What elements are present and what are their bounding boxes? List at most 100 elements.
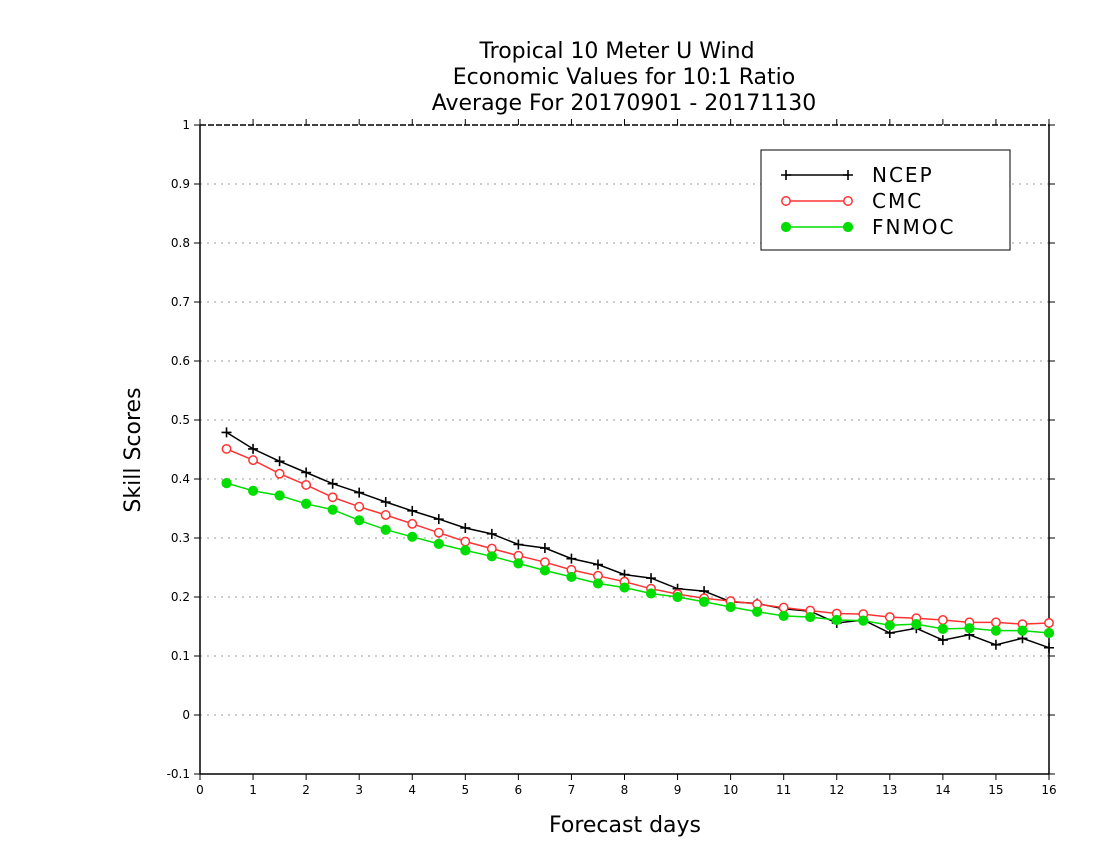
- data-point-ncep: [407, 505, 418, 516]
- x-tick-label: 15: [988, 783, 1003, 797]
- series-line-cmc: [226, 448, 1050, 625]
- x-tick-label: 12: [829, 783, 844, 797]
- data-point-fnmoc: [619, 582, 630, 593]
- legend-marker: [842, 221, 854, 233]
- x-tick-label: 10: [723, 783, 738, 797]
- data-point-ncep: [460, 522, 471, 533]
- y-tick-label: 0.3: [171, 531, 190, 545]
- y-tick-label: 0.2: [171, 590, 190, 604]
- data-point-fnmoc: [513, 558, 524, 569]
- legend-marker: [781, 170, 791, 180]
- data-point-ncep: [1044, 642, 1054, 653]
- data-point-cmc: [274, 468, 285, 479]
- data-point-fnmoc: [539, 565, 551, 576]
- data-point-cmc: [460, 536, 471, 547]
- chart-title-line-1: Tropical 10 Meter U Wind: [478, 39, 754, 64]
- data-point-fnmoc: [937, 623, 948, 634]
- x-tick-label: 1: [249, 783, 257, 797]
- y-tick-label: -0.1: [167, 767, 190, 781]
- y-axis-ticks: -0.1 0 0.1 0.2 0.3 0.4 0.5 0.6 0.7 0.8 0.9 1: [167, 118, 1055, 781]
- y-tick-label: 0.1: [171, 649, 190, 663]
- y-tick-label: 0.7: [171, 295, 190, 309]
- data-point-fnmoc: [433, 538, 444, 550]
- data-point-fnmoc: [752, 606, 763, 617]
- data-point-ncep: [221, 427, 232, 438]
- data-point-fnmoc: [645, 588, 657, 599]
- series-layer: [221, 427, 1055, 653]
- data-point-cmc: [539, 557, 550, 568]
- y-tick-label: 0.9: [171, 177, 190, 191]
- data-point-cmc: [884, 612, 895, 623]
- data-point-fnmoc: [725, 601, 736, 613]
- y-tick-label: 0.8: [171, 236, 190, 250]
- legend-box: [760, 149, 1011, 251]
- data-point-fnmoc: [884, 620, 895, 631]
- x-tick-label: 7: [568, 783, 576, 797]
- data-point-ncep: [566, 553, 577, 564]
- y-tick-label: 0.4: [171, 472, 190, 486]
- data-point-fnmoc: [1043, 627, 1055, 639]
- data-point-cmc: [1044, 618, 1054, 628]
- y-tick-label: 0.6: [171, 354, 190, 368]
- data-point-fnmoc: [354, 515, 365, 526]
- y-tick-label: 1: [182, 118, 190, 132]
- data-point-fnmoc: [778, 610, 789, 621]
- data-point-fnmoc: [301, 498, 312, 509]
- x-tick-label: 6: [515, 783, 523, 797]
- legend-marker: [780, 221, 792, 233]
- data-point-fnmoc: [831, 614, 842, 626]
- data-point-ncep: [646, 573, 657, 584]
- x-tick-label: 11: [776, 783, 791, 797]
- data-point-fnmoc: [698, 596, 710, 607]
- data-point-fnmoc: [805, 611, 816, 623]
- x-tick-label: 13: [882, 783, 897, 797]
- data-point-fnmoc: [380, 524, 391, 535]
- legend-label: FNMOC: [872, 215, 955, 239]
- data-point-fnmoc: [964, 623, 975, 634]
- data-point-cmc: [301, 479, 312, 490]
- x-tick-label: 0: [196, 783, 204, 797]
- x-tick-label: 8: [621, 783, 629, 797]
- series-line-fnmoc: [226, 482, 1050, 634]
- x-tick-label: 4: [408, 783, 416, 797]
- data-point-ncep: [592, 559, 603, 570]
- data-point-cmc: [221, 443, 232, 454]
- legend-item-ncep: NCEP: [781, 163, 932, 187]
- data-point-fnmoc: [221, 478, 232, 489]
- series-cmc: [221, 443, 1054, 630]
- legend-label: CMC: [872, 189, 923, 213]
- data-point-ncep: [274, 456, 285, 467]
- data-point-cmc: [248, 455, 259, 466]
- data-point-fnmoc: [858, 615, 869, 626]
- data-point-ncep: [990, 639, 1001, 650]
- data-point-ncep: [937, 635, 948, 646]
- x-tick-label: 9: [674, 783, 682, 797]
- data-point-cmc: [433, 527, 444, 538]
- y-tick-label: 0.5: [171, 413, 190, 427]
- data-point-ncep: [539, 543, 550, 554]
- series-fnmoc: [221, 478, 1055, 639]
- data-point-fnmoc: [592, 578, 604, 589]
- data-point-fnmoc: [911, 619, 922, 630]
- data-point-fnmoc: [566, 571, 577, 583]
- data-point-cmc: [778, 602, 789, 613]
- data-point-ncep: [513, 539, 524, 550]
- x-tick-label: 16: [1041, 783, 1056, 797]
- data-point-ncep: [301, 467, 312, 478]
- data-point-fnmoc: [327, 504, 338, 515]
- data-point-ncep: [354, 487, 365, 498]
- data-point-ncep: [380, 497, 391, 508]
- data-point-cmc: [937, 615, 948, 625]
- legend-item-cmc: CMC: [781, 189, 923, 213]
- series-line-ncep: [226, 431, 1050, 649]
- legend-item-fnmoc: FNMOC: [780, 215, 955, 239]
- data-point-fnmoc: [672, 591, 683, 603]
- chart-title: Tropical 10 Meter U Wind Economic Values…: [432, 39, 817, 116]
- x-tick-label: 3: [355, 783, 363, 797]
- data-point-cmc: [407, 518, 418, 529]
- data-point-fnmoc: [247, 485, 259, 496]
- data-point-cmc: [354, 501, 365, 512]
- y-axis-label: Skill Scores: [121, 387, 146, 512]
- data-point-fnmoc: [274, 490, 285, 501]
